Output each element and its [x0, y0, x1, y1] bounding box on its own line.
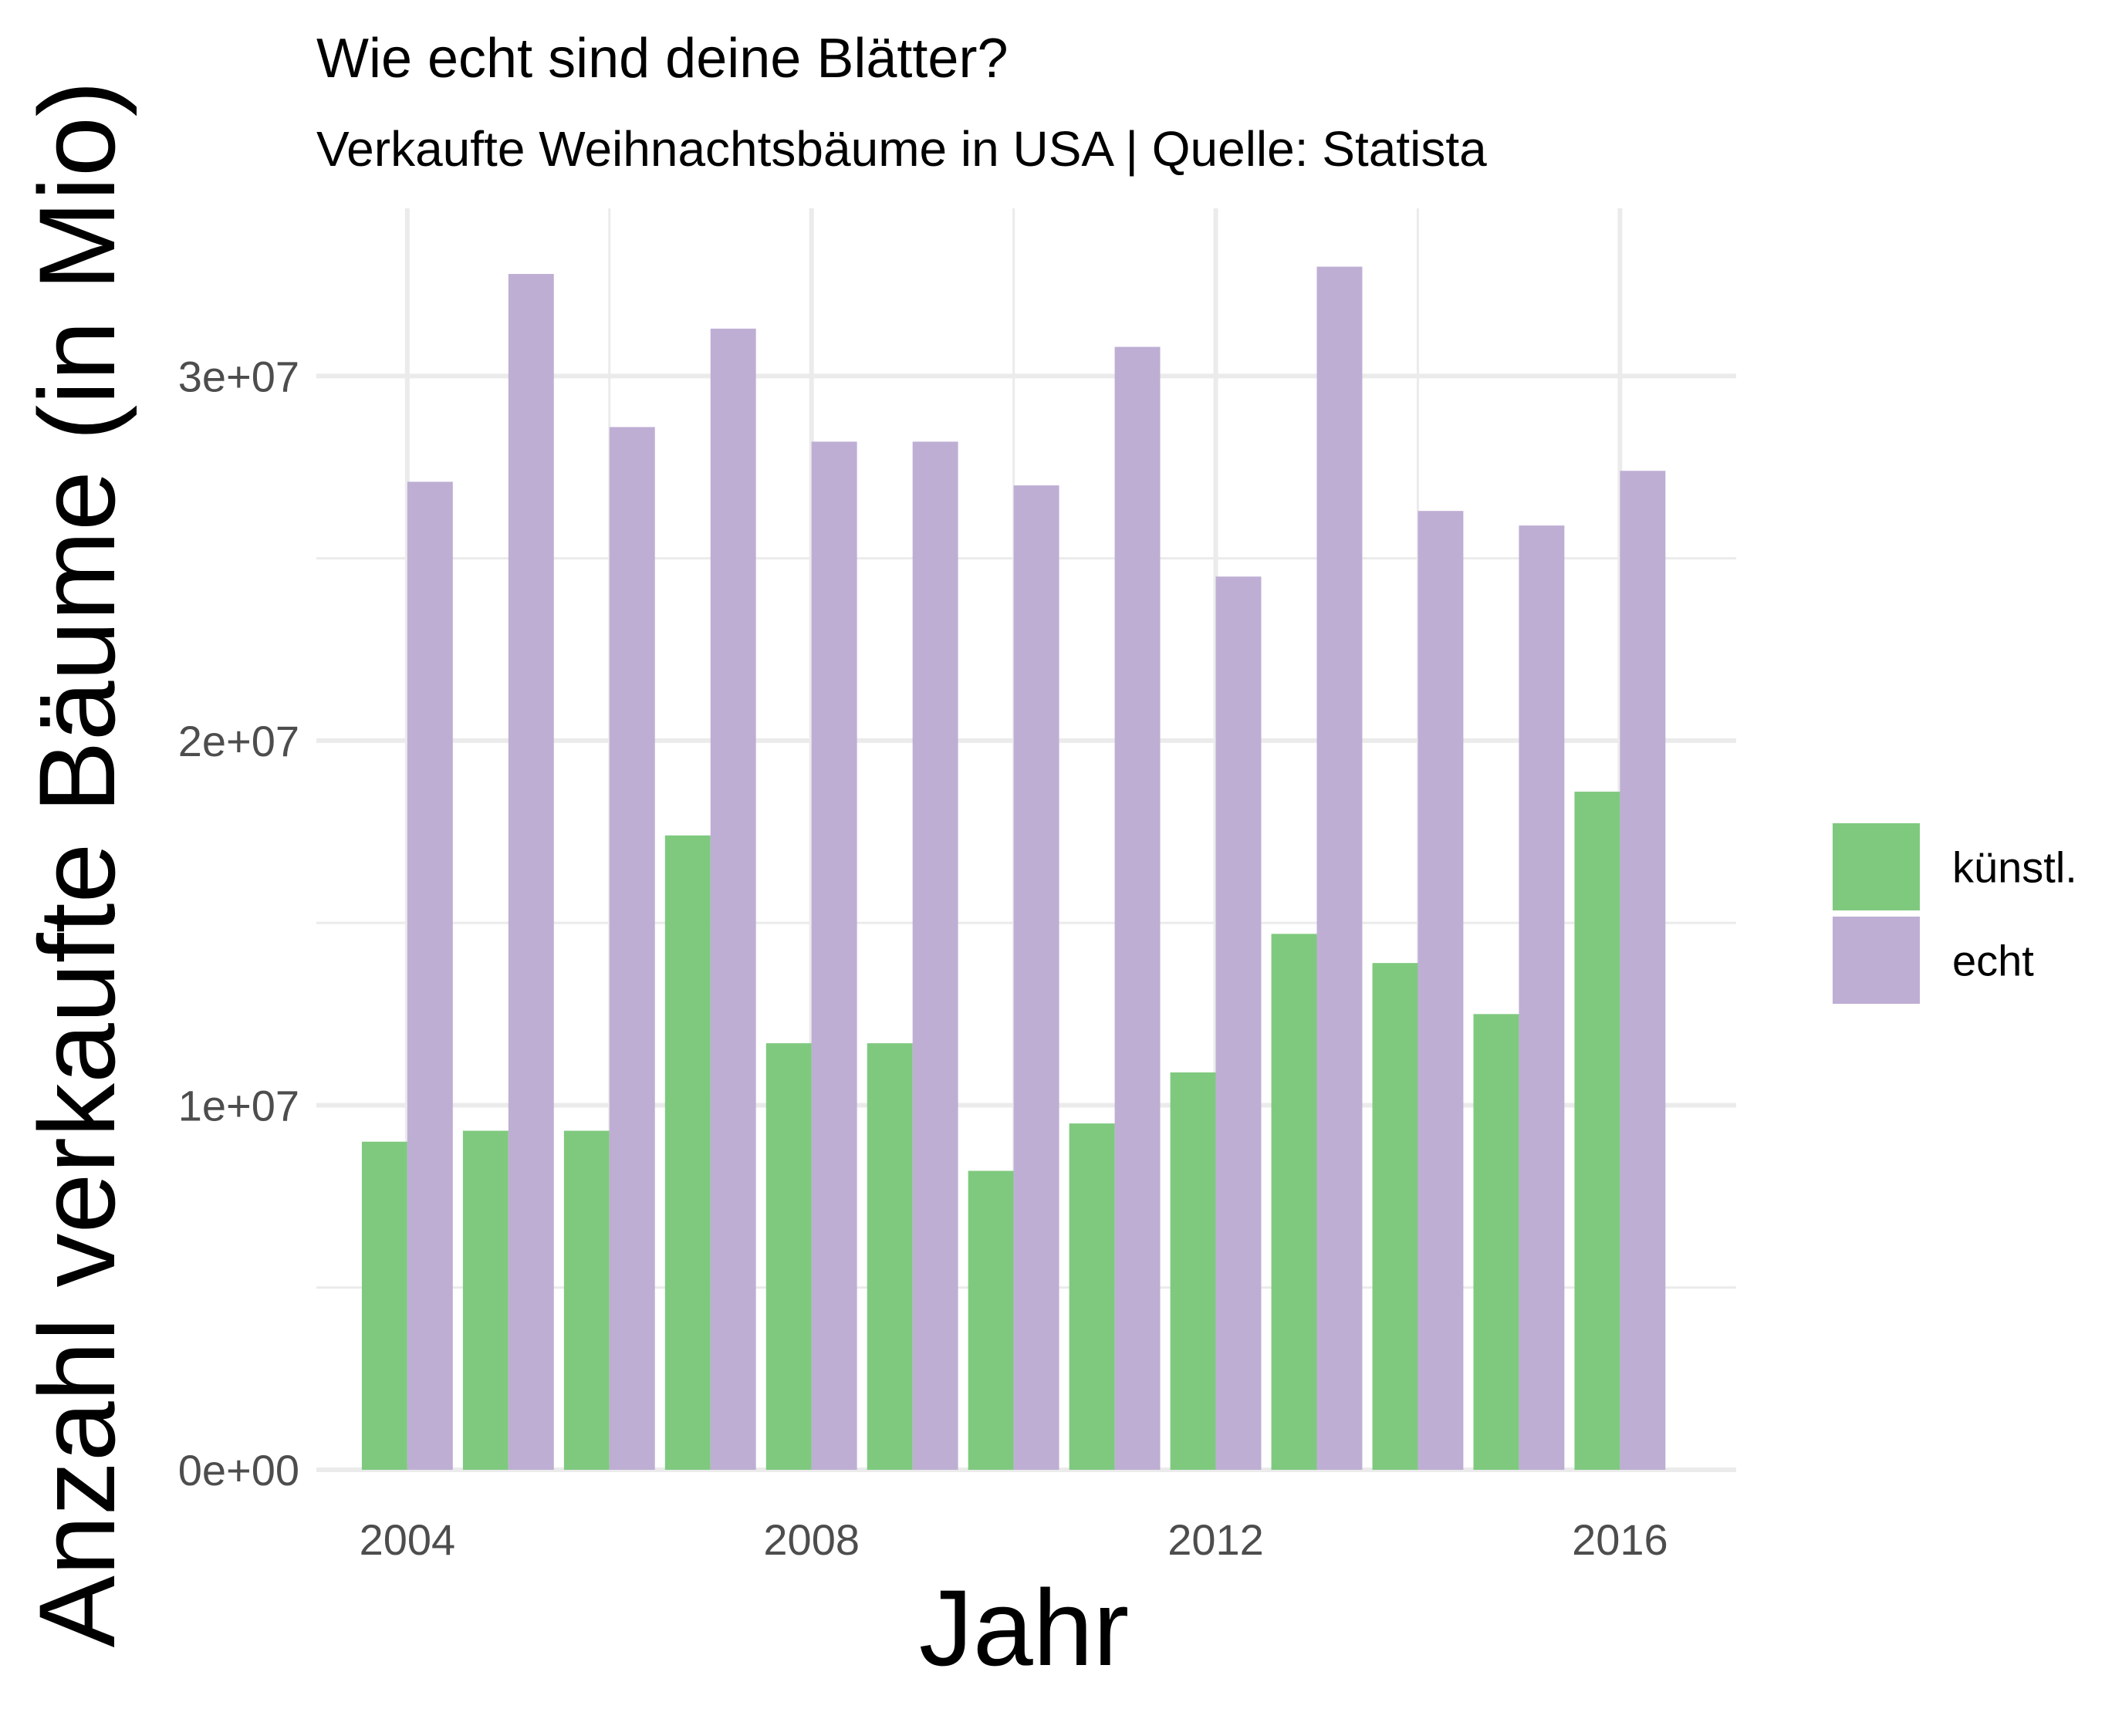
bar-kuenstl-2004	[361, 1141, 407, 1470]
chart-title: Wie echt sind deine Blätter?	[316, 28, 1008, 90]
bar-echt-2005	[508, 274, 554, 1470]
y-tick-label: 2e+07	[178, 717, 299, 765]
x-tick-label: 2016	[1572, 1515, 1668, 1564]
bar-kuenstl-2010	[968, 1170, 1014, 1470]
bar-echt-2016	[1620, 471, 1666, 1470]
y-axis: 0e+00 1e+07 2e+07 3e+07	[178, 352, 299, 1495]
bar-echt-2007	[710, 328, 756, 1470]
bar-kuenstl-2015	[1473, 1014, 1519, 1470]
bar-kuenstl-2011	[1069, 1123, 1115, 1470]
bar-kuenstl-2012	[1170, 1072, 1216, 1470]
bar-kuenstl-2006	[563, 1130, 610, 1470]
legend-label-kuenstl: künstl.	[1952, 843, 2077, 892]
bar-kuenstl-2009	[867, 1043, 913, 1470]
bar-kuenstl-2016	[1574, 792, 1620, 1470]
x-tick-label: 2008	[763, 1515, 860, 1564]
bar-echt-2004	[407, 481, 453, 1471]
bar-echt-2008	[811, 441, 857, 1470]
y-axis-title: Anzahl verkaufte Bäume (in Mio)	[16, 81, 137, 1648]
legend-key-echt	[1833, 917, 1920, 1004]
bar-kuenstl-2007	[664, 835, 711, 1470]
legend-key-kuenstl	[1833, 823, 1920, 910]
bar-kuenstl-2013	[1271, 934, 1317, 1470]
y-tick-label: 0e+00	[178, 1446, 299, 1495]
bar-kuenstl-2008	[765, 1043, 812, 1470]
bar-echt-2015	[1519, 525, 1565, 1470]
y-tick-label: 3e+07	[178, 352, 299, 400]
x-axis: 2004 2008 2012 2016	[360, 1515, 1668, 1564]
legend: künstl. echt	[1833, 823, 2077, 1004]
bar-echt-2011	[1114, 346, 1161, 1471]
bar-echt-2010	[1013, 485, 1059, 1470]
bar-kuenstl-2014	[1372, 963, 1418, 1470]
x-tick-label: 2012	[1167, 1515, 1264, 1564]
x-axis-title: Jahr	[919, 1567, 1129, 1688]
bar-echt-2009	[912, 441, 958, 1470]
bar-echt-2012	[1215, 576, 1262, 1470]
bar-kuenstl-2005	[462, 1130, 509, 1470]
y-tick-label: 1e+07	[178, 1081, 299, 1130]
legend-label-echt: echt	[1952, 937, 2034, 985]
bar-echt-2013	[1316, 266, 1363, 1470]
bar-echt-2006	[609, 427, 655, 1470]
bar-echt-2014	[1417, 511, 1464, 1471]
chart-subtitle: Verkaufte Weihnachtsbäume in USA | Quell…	[316, 121, 1487, 177]
bars	[361, 266, 1666, 1471]
x-tick-label: 2004	[360, 1515, 456, 1564]
